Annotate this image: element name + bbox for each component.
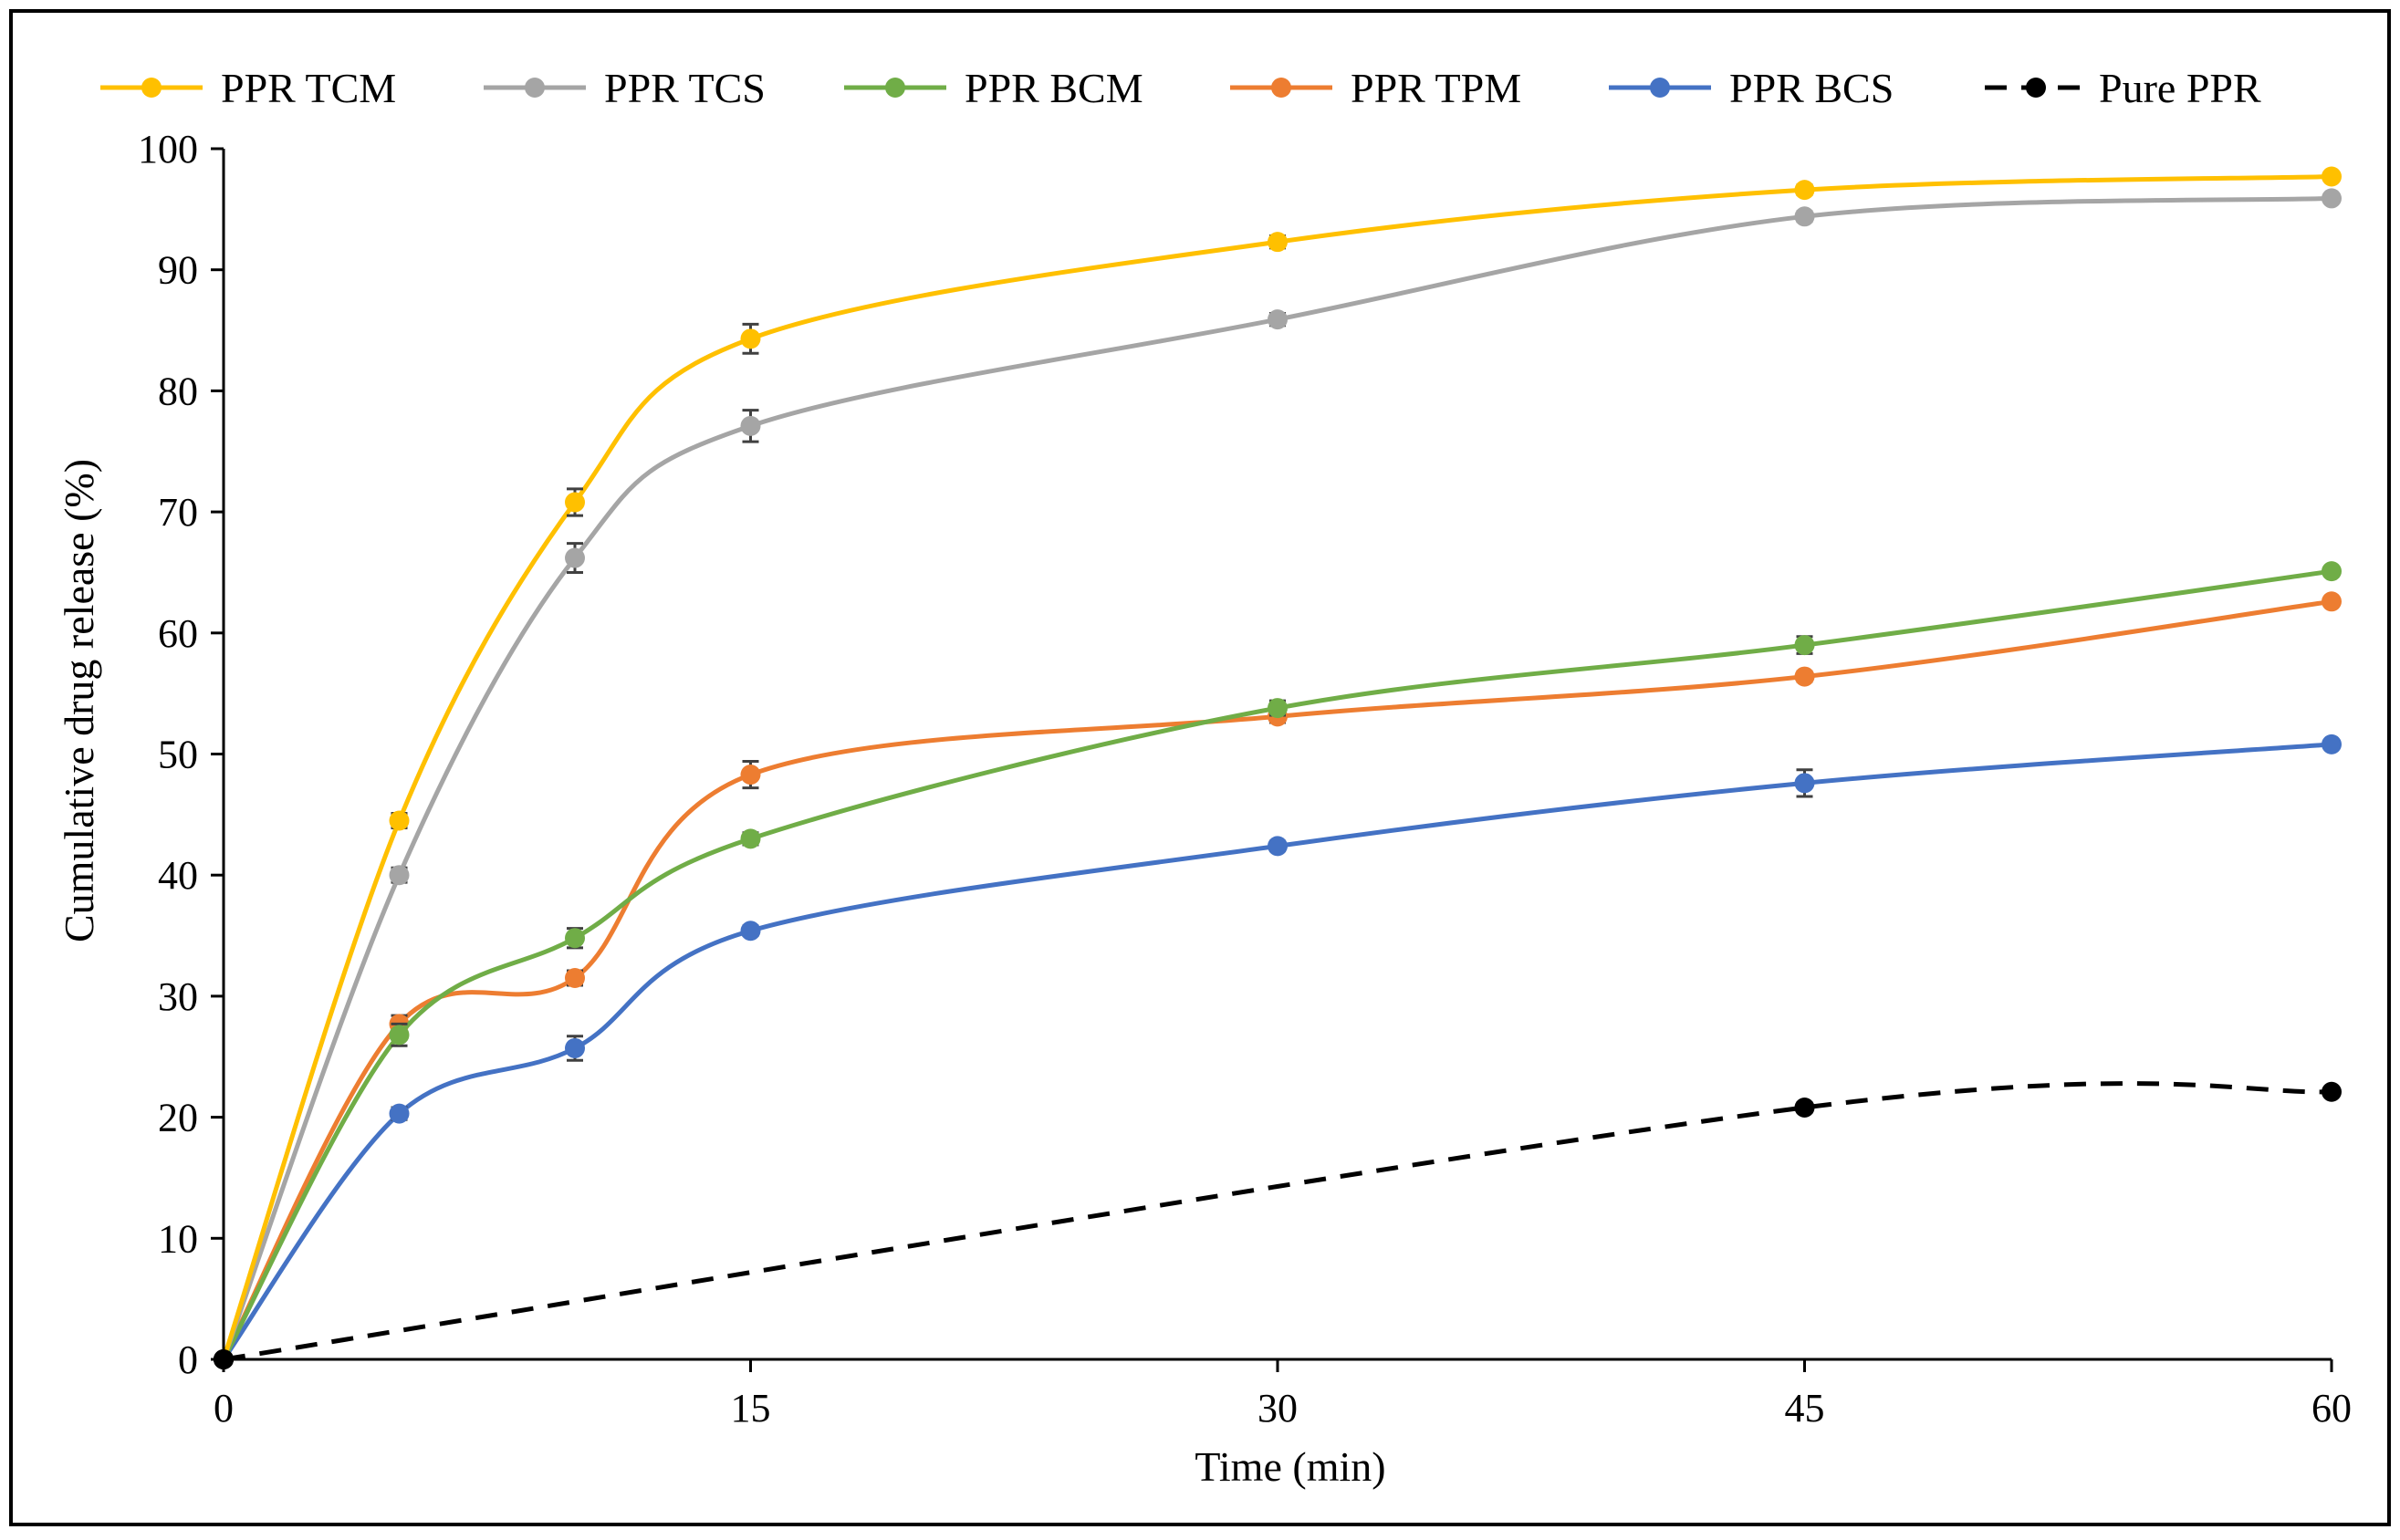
y-tick-label: 100: [138, 127, 198, 172]
y-tick-label: 10: [158, 1216, 198, 1261]
data-point: [2322, 1081, 2342, 1102]
data-point: [565, 547, 585, 568]
legend-marker: [1650, 78, 1670, 98]
y-tick-label: 30: [158, 974, 198, 1019]
legend-label: PPR TCM: [221, 65, 396, 111]
legend-item-ppr-bcm: PPR BCM: [844, 65, 1143, 111]
data-point: [740, 765, 761, 786]
x-tick-label: 0: [214, 1386, 234, 1431]
data-point: [389, 865, 410, 886]
data-point: [1268, 309, 1288, 330]
data-point: [389, 1025, 410, 1046]
y-tick-label: 50: [158, 733, 198, 777]
data-point: [2322, 166, 2342, 187]
data-point: [1268, 698, 1288, 719]
chart-frame: [9, 9, 2391, 1526]
legend-item-ppr-tcs: PPR TCS: [484, 65, 766, 111]
y-axis-title: Cumulative drug release (%): [56, 459, 102, 942]
legend-marker: [525, 78, 545, 98]
data-point: [1794, 773, 1815, 794]
data-point: [1268, 836, 1288, 857]
legend-label: PPR BCS: [1729, 65, 1894, 111]
series-line-ppr-bcs: [221, 742, 2332, 1361]
series-line-ppr-tcm: [221, 174, 2332, 1360]
legend-marker: [1271, 78, 1291, 98]
data-point: [389, 810, 410, 831]
data-point: [740, 415, 761, 436]
legend-item-ppr-tpm: PPR TPM: [1230, 65, 1521, 111]
x-tick-label: 15: [731, 1386, 771, 1431]
y-tick-label: 40: [158, 853, 198, 898]
series-ppr-tcm: [214, 166, 2342, 1369]
legend: PPR TCM PPR TCS PPR BCM PPR TPM PPR BCS Pure …: [100, 65, 2261, 111]
data-point: [565, 1037, 585, 1058]
legend-item-ppr-bcs: PPR BCS: [1609, 65, 1894, 111]
legend-label: Pure PPR: [2099, 65, 2261, 111]
legend-item-ppr-tcm: PPR TCM: [100, 65, 396, 111]
x-tick-label: 60: [2311, 1386, 2352, 1431]
legend-marker: [885, 78, 905, 98]
legend-label: PPR TPM: [1351, 65, 1521, 111]
legend-marker: [141, 78, 162, 98]
y-tick-label: 0: [178, 1337, 198, 1382]
data-point: [1268, 232, 1288, 253]
legend-label: PPR BCM: [965, 65, 1143, 111]
data-point: [1794, 635, 1815, 656]
x-tick-label: 30: [1257, 1386, 1298, 1431]
data-point: [2322, 591, 2342, 612]
data-point: [740, 828, 761, 849]
y-tick-label: 60: [158, 611, 198, 656]
data-point: [565, 928, 585, 949]
data-point: [389, 1103, 410, 1124]
x-tick-label: 45: [1785, 1386, 1825, 1431]
data-point: [1794, 666, 1815, 687]
y-tick-label: 20: [158, 1096, 198, 1140]
data-point: [740, 328, 761, 349]
legend-item-pure-ppr: Pure PPR: [1985, 65, 2261, 111]
data-point: [565, 492, 585, 513]
legend-label: PPR TCS: [604, 65, 766, 111]
x-axis-title: Time (min): [1195, 1443, 1385, 1490]
data-point: [565, 967, 585, 988]
data-point: [1794, 206, 1815, 227]
y-tick-label: 80: [158, 369, 198, 413]
data-point: [740, 921, 761, 942]
y-tick-label: 70: [158, 490, 198, 535]
data-point: [1794, 180, 1815, 201]
y-tick-label: 90: [158, 248, 198, 293]
data-point: [2322, 188, 2342, 209]
data-point: [2322, 561, 2342, 582]
data-point: [2322, 734, 2342, 754]
series-line-pure-ppr: [223, 1081, 2332, 1362]
data-point: [1794, 1097, 1815, 1118]
legend-marker: [2026, 78, 2046, 98]
